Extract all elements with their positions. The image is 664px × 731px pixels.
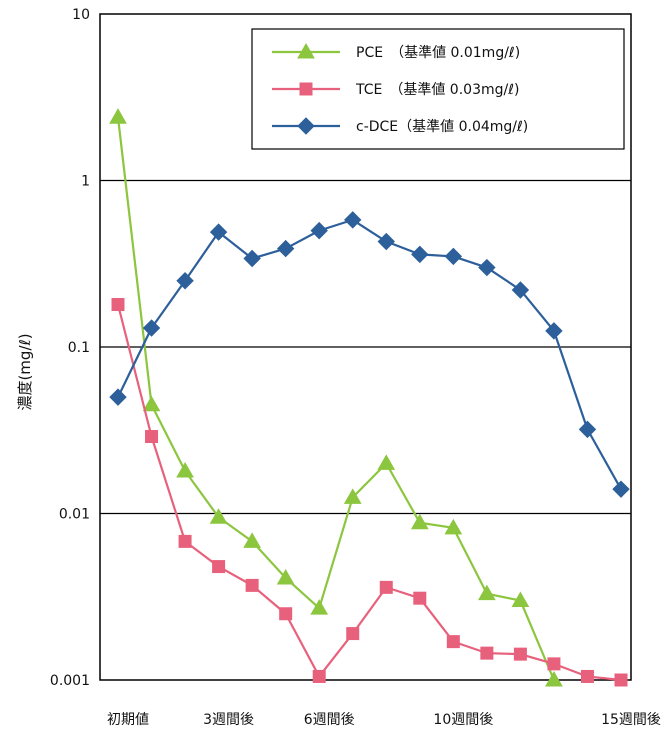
data-point bbox=[310, 599, 329, 615]
x-axis-ticks: 初期値 3週間後 6週間後 10週間後 15週間後 bbox=[107, 711, 661, 728]
data-point bbox=[480, 646, 494, 660]
data-point bbox=[513, 647, 527, 661]
data-point bbox=[580, 669, 594, 683]
data-point bbox=[411, 245, 429, 264]
data-series bbox=[109, 108, 630, 687]
data-point bbox=[243, 532, 261, 548]
legend-marker bbox=[297, 117, 315, 135]
data-point bbox=[312, 669, 326, 683]
data-point bbox=[377, 454, 396, 470]
legend-label: c-DCE（基準値 0.04mg/ℓ) bbox=[356, 118, 528, 135]
y-axis-ticks: 10 1 0.1 0.01 0.001 bbox=[50, 7, 90, 689]
data-point bbox=[379, 580, 393, 594]
data-point bbox=[446, 635, 460, 649]
data-point bbox=[346, 627, 360, 641]
data-point bbox=[545, 322, 563, 340]
series-diamond bbox=[109, 211, 630, 498]
x-tick-label: 3週間後 bbox=[203, 712, 254, 728]
legend-item: PCE （基準値 0.01mg/ℓ) bbox=[272, 42, 520, 61]
data-point bbox=[343, 488, 362, 504]
data-point bbox=[614, 673, 628, 687]
data-point bbox=[410, 513, 429, 530]
legend-label: PCE （基準値 0.01mg/ℓ) bbox=[356, 44, 520, 61]
data-point bbox=[478, 258, 496, 277]
data-point bbox=[276, 239, 295, 258]
y-tick-label: 0.1 bbox=[68, 340, 90, 356]
legend-label: TCE （基準値 0.03mg/ℓ) bbox=[355, 81, 519, 98]
data-point bbox=[276, 568, 295, 585]
data-point bbox=[547, 657, 561, 671]
data-point bbox=[109, 108, 127, 124]
data-point bbox=[578, 420, 597, 439]
data-point bbox=[145, 430, 159, 444]
x-tick-label: 6週間後 bbox=[304, 712, 355, 728]
data-point bbox=[444, 518, 463, 535]
x-tick-label: 15週間後 bbox=[601, 712, 661, 728]
y-tick-label: 1 bbox=[81, 174, 90, 190]
data-point bbox=[413, 591, 427, 605]
legend-marker bbox=[299, 82, 313, 96]
data-point bbox=[178, 534, 192, 548]
data-point bbox=[209, 508, 228, 524]
data-point bbox=[176, 272, 194, 290]
data-point bbox=[245, 578, 259, 592]
data-point bbox=[176, 461, 194, 478]
data-point bbox=[310, 221, 328, 240]
data-point bbox=[511, 591, 530, 608]
legend-marker bbox=[297, 42, 315, 59]
series-square bbox=[111, 297, 628, 687]
data-point bbox=[209, 223, 228, 241]
y-tick-label: 0.01 bbox=[59, 507, 90, 523]
x-tick-label: 10週間後 bbox=[433, 712, 493, 728]
series-line bbox=[117, 218, 622, 490]
y-tick-label: 10 bbox=[72, 7, 90, 23]
y-tick-label: 0.001 bbox=[50, 673, 90, 689]
gridlines bbox=[100, 179, 631, 515]
data-point bbox=[142, 319, 161, 337]
data-point bbox=[444, 247, 463, 266]
data-point bbox=[111, 297, 125, 311]
series-line bbox=[116, 117, 555, 681]
data-point bbox=[344, 211, 362, 229]
data-point bbox=[511, 281, 530, 299]
x-tick-label: 初期値 bbox=[107, 711, 149, 728]
legend: PCE （基準値 0.01mg/ℓ) TCE （基準値 0.03mg/ℓ) c-DC… bbox=[251, 28, 625, 150]
data-point bbox=[109, 388, 127, 406]
data-point bbox=[545, 670, 563, 687]
y-axis-label: 濃度(mg/ℓ) bbox=[16, 333, 34, 410]
data-point bbox=[612, 480, 630, 498]
data-point bbox=[478, 584, 496, 601]
legend-item: TCE （基準値 0.03mg/ℓ) bbox=[272, 81, 519, 98]
series-triangle bbox=[109, 108, 563, 687]
series-line bbox=[116, 304, 622, 682]
data-point bbox=[243, 249, 261, 268]
data-point bbox=[279, 607, 293, 621]
data-point bbox=[142, 395, 161, 412]
data-point bbox=[212, 560, 226, 574]
data-point bbox=[377, 232, 395, 251]
legend-item: c-DCE（基準値 0.04mg/ℓ) bbox=[272, 117, 528, 135]
